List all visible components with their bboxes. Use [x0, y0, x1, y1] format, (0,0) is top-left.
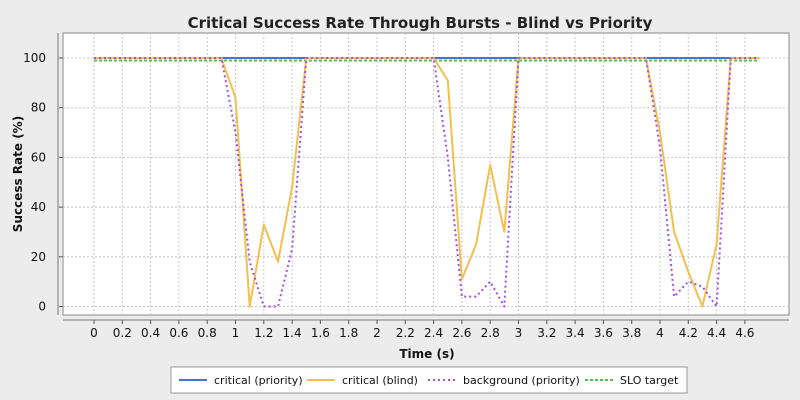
x-tick-label: 1.4 — [283, 326, 302, 340]
x-tick-label: 2.2 — [396, 326, 415, 340]
grid-layer — [63, 33, 789, 315]
x-axis-label: Time (s) — [399, 347, 454, 361]
x-tick-label: 3 — [515, 326, 523, 340]
x-tick-label: 4.4 — [707, 326, 726, 340]
x-tick-label: 0.8 — [198, 326, 217, 340]
x-tick-label: 4.2 — [679, 326, 698, 340]
x-tick-label: 3.2 — [537, 326, 556, 340]
x-tick-label: 4.6 — [735, 326, 754, 340]
x-tick-label: 3.4 — [566, 326, 585, 340]
x-tick-label: 1 — [232, 326, 240, 340]
y-tick-label: 0 — [38, 300, 46, 314]
y-tick-label: 40 — [31, 200, 46, 214]
y-axis-label: Success Rate (%) — [11, 116, 25, 232]
x-tick-label: 2 — [373, 326, 381, 340]
y-tick-label: 100 — [23, 51, 46, 65]
legend-label: background (priority) — [463, 374, 580, 387]
y-tick-label: 60 — [31, 150, 46, 164]
legend-label: SLO target — [620, 374, 679, 387]
series-line-background-priority — [94, 57, 760, 308]
x-tick-label: 1.8 — [339, 326, 358, 340]
x-tick-label: 3.8 — [622, 326, 641, 340]
x-tick-label: 3.6 — [594, 326, 613, 340]
plot-area — [62, 32, 790, 316]
x-tick-label: 2.6 — [452, 326, 471, 340]
x-tick-label: 1.2 — [254, 326, 273, 340]
x-tick-label: 0 — [90, 326, 98, 340]
legend-label: critical (priority) — [214, 374, 303, 387]
y-tick-label: 80 — [31, 101, 46, 115]
legend-label: critical (blind) — [342, 374, 418, 387]
x-tick-label: 0.2 — [113, 326, 132, 340]
x-tick-label: 2.4 — [424, 326, 443, 340]
series-line-critical-blind — [94, 57, 760, 308]
x-tick-label: 1.6 — [311, 326, 330, 340]
legend: critical (priority) critical (blind) backg… — [170, 366, 688, 394]
x-tick-label: 2.8 — [481, 326, 500, 340]
x-tick-label: 0.6 — [169, 326, 188, 340]
y-tick-label: 20 — [31, 250, 46, 264]
series-layer — [94, 57, 760, 308]
x-tick-label: 0.4 — [141, 326, 160, 340]
chart-title: Critical Success Rate Through Bursts - B… — [188, 14, 653, 32]
axis-layer: 0 20 40 60 80 100 0 0.2 0.4 0.6 0.8 1 1.2 1.4 1.6 1.8 2 2… — [23, 33, 789, 340]
x-tick-label: 4 — [656, 326, 664, 340]
